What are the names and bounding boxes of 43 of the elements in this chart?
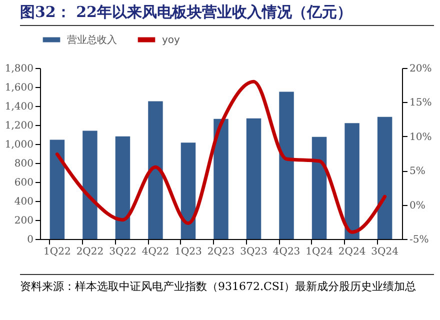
y-tick-label: 600 (14, 178, 34, 188)
y2-tick-label: 20% (410, 64, 432, 74)
bar (246, 118, 262, 239)
bar (279, 92, 294, 239)
text: 资料来源：样本选取中证风电产业指数（931672.CSI）最新成分股历史业绩加总 (20, 274, 434, 294)
bar (312, 136, 327, 239)
y2-tick-label: -5% (410, 234, 429, 246)
x-tick-label: 4Q23 (272, 246, 300, 258)
y-tick-label: 1,400 (4, 102, 34, 112)
chart-title: 图32： 22年以来风电板块营业收入情况（亿元） (20, 0, 434, 26)
y2-tick-label: 10% (410, 132, 432, 143)
y-tick-label: 1,000 (4, 140, 34, 150)
bar (377, 116, 392, 239)
y2-tick-label: 5% (410, 166, 426, 178)
x-tick-label: 3Q24 (371, 246, 398, 258)
bar (115, 136, 130, 239)
y-tick-label: 1,200 (4, 120, 34, 132)
x-tick-label: 4Q22 (142, 246, 170, 258)
y-tick-label: 400 (14, 196, 34, 208)
y2-tick-label: 15% (410, 98, 432, 109)
bar (82, 130, 98, 239)
line-series (55, 80, 387, 234)
bar (148, 101, 163, 239)
x-tick-label: 2Q24 (338, 246, 366, 258)
x-tick-label: 1Q24 (306, 246, 333, 258)
x-tick-label: 1Q22 (44, 246, 71, 258)
bar (344, 123, 360, 239)
bar (50, 140, 65, 239)
y-tick-label: 1,600 (4, 82, 34, 94)
x-tick-label: 3Q23 (240, 246, 268, 258)
y-tick-label: 800 (14, 158, 34, 170)
legend-label: 营业总收入 (67, 34, 117, 46)
bar (214, 118, 228, 239)
legend-label: yoy (162, 34, 180, 46)
x-tick-label: 2Q22 (76, 246, 104, 258)
y-tick-label: 1,800 (4, 64, 34, 74)
x-tick-label: 3Q22 (109, 246, 136, 258)
y-tick-label: 200 (14, 216, 34, 226)
bar (180, 142, 196, 239)
x-tick-label: 1Q23 (174, 246, 202, 258)
y-tick-label: 0 (27, 234, 34, 246)
x-tick-label: 2Q23 (207, 246, 235, 258)
y2-tick-label: 0% (410, 200, 426, 212)
